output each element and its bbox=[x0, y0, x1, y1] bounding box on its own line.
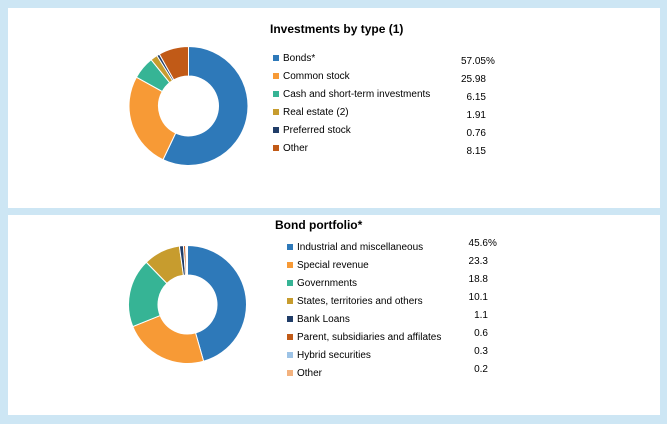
donut-segment bbox=[158, 45, 189, 81]
investments-legend: Bonds* Common stock Cash and short-term in… bbox=[273, 49, 430, 157]
donut-segment bbox=[186, 244, 188, 276]
legend-swatch bbox=[273, 55, 279, 61]
legend-item: Common stock bbox=[273, 67, 430, 85]
donut-segment bbox=[187, 244, 247, 362]
legend-label: Common stock bbox=[283, 70, 350, 82]
legend-swatch bbox=[273, 109, 279, 115]
legend-item: Bank Loans bbox=[287, 310, 441, 328]
legend-value: 0.3 bbox=[448, 343, 488, 361]
legend-item: Governments bbox=[287, 274, 441, 292]
legend-value: 57.05% bbox=[446, 53, 495, 71]
investments-donut-chart bbox=[128, 45, 249, 166]
value-number: 1.1 bbox=[474, 310, 488, 321]
legend-swatch bbox=[273, 127, 279, 133]
legend-item: Cash and short-term investments bbox=[273, 85, 430, 103]
value-number: 1.91 bbox=[466, 110, 486, 121]
legend-value: 6.15 bbox=[446, 89, 486, 107]
legend-value: 45.6% bbox=[448, 235, 497, 253]
legend-value: 8.15 bbox=[446, 143, 486, 161]
legend-label: Bank Loans bbox=[297, 313, 350, 325]
legend-item: Special revenue bbox=[287, 256, 441, 274]
value-percent-sign: % bbox=[486, 56, 495, 67]
legend-label: Industrial and miscellaneous bbox=[297, 241, 424, 253]
bond-portfolio-panel: Bond portfolio* Industrial and miscellan… bbox=[8, 215, 660, 415]
legend-value: 0.6 bbox=[448, 325, 488, 343]
bond-portfolio-panel-title: Bond portfolio* bbox=[275, 218, 363, 232]
legend-swatch bbox=[273, 91, 279, 97]
legend-swatch bbox=[273, 73, 279, 79]
legend-value: 1.1 bbox=[448, 307, 488, 325]
bond-portfolio-values-column: 45.6% 23.3 18.8 10.1 1.1 0.6 0.3 0.2 bbox=[448, 235, 497, 379]
value-number: 57.05 bbox=[460, 56, 486, 67]
value-number: 45.6 bbox=[468, 238, 488, 249]
legend-swatch bbox=[287, 244, 293, 250]
legend-swatch bbox=[287, 280, 293, 286]
legend-label: Governments bbox=[297, 277, 358, 289]
investments-by-type-panel: Investments by type (1) Bonds* Common sto… bbox=[8, 8, 660, 208]
legend-value: 10.1 bbox=[448, 289, 488, 307]
legend-value: 25.98 bbox=[446, 71, 486, 89]
legend-value: 0.2 bbox=[448, 361, 488, 379]
legend-item: Hybrid securities bbox=[287, 346, 441, 364]
legend-label: Hybrid securities bbox=[297, 349, 371, 361]
legend-value: 18.8 bbox=[448, 271, 488, 289]
legend-swatch bbox=[287, 298, 293, 304]
value-number: 8.15 bbox=[466, 146, 486, 157]
donut-segment bbox=[128, 76, 177, 161]
legend-label: Real estate (2) bbox=[283, 106, 349, 118]
legend-swatch bbox=[287, 370, 293, 376]
legend-label: States, territories and others bbox=[297, 295, 423, 307]
value-number: 0.6 bbox=[474, 328, 488, 339]
legend-label: Parent, subsidiaries and affilates bbox=[297, 331, 442, 343]
legend-item: Other bbox=[273, 139, 430, 157]
value-number: 6.15 bbox=[466, 92, 486, 103]
legend-swatch bbox=[287, 262, 293, 268]
legend-value: 1.91 bbox=[446, 107, 486, 125]
value-number: 10.1 bbox=[468, 292, 488, 303]
legend-item: Industrial and miscellaneous bbox=[287, 238, 441, 256]
value-number: 0.76 bbox=[466, 128, 486, 139]
legend-item: Real estate (2) bbox=[273, 103, 430, 121]
legend-swatch bbox=[287, 352, 293, 358]
legend-swatch bbox=[287, 316, 293, 322]
bond-portfolio-donut-chart bbox=[128, 244, 247, 364]
legend-label: Other bbox=[297, 367, 323, 379]
legend-label: Preferred stock bbox=[283, 124, 351, 136]
legend-item: Preferred stock bbox=[273, 121, 430, 139]
legend-item: States, territories and others bbox=[287, 292, 441, 310]
legend-item: Parent, subsidiaries and affilates bbox=[287, 328, 441, 346]
legend-item: Bonds* bbox=[273, 49, 430, 67]
value-number: 23.3 bbox=[468, 256, 488, 267]
legend-value: 0.76 bbox=[446, 125, 486, 143]
legend-swatch bbox=[273, 145, 279, 151]
bond-portfolio-legend: Industrial and miscellaneous Special reve… bbox=[287, 238, 441, 382]
value-percent-sign: % bbox=[488, 238, 497, 249]
value-number: 0.2 bbox=[474, 364, 488, 375]
legend-item: Other bbox=[287, 364, 441, 382]
legend-value: 23.3 bbox=[448, 253, 488, 271]
legend-swatch bbox=[287, 334, 293, 340]
value-number: 18.8 bbox=[468, 274, 488, 285]
value-number: 25.98 bbox=[460, 74, 486, 85]
investments-panel-title: Investments by type (1) bbox=[270, 22, 404, 36]
investments-values-column: 57.05% 25.98 6.15 1.91 0.76 8.15 bbox=[446, 53, 495, 161]
legend-label: Other bbox=[283, 142, 309, 154]
legend-label: Bonds* bbox=[283, 52, 316, 64]
donut-segment bbox=[162, 45, 249, 166]
legend-label: Special revenue bbox=[297, 259, 369, 271]
legend-label: Cash and short-term investments bbox=[283, 88, 431, 100]
value-number: 0.3 bbox=[474, 346, 488, 357]
